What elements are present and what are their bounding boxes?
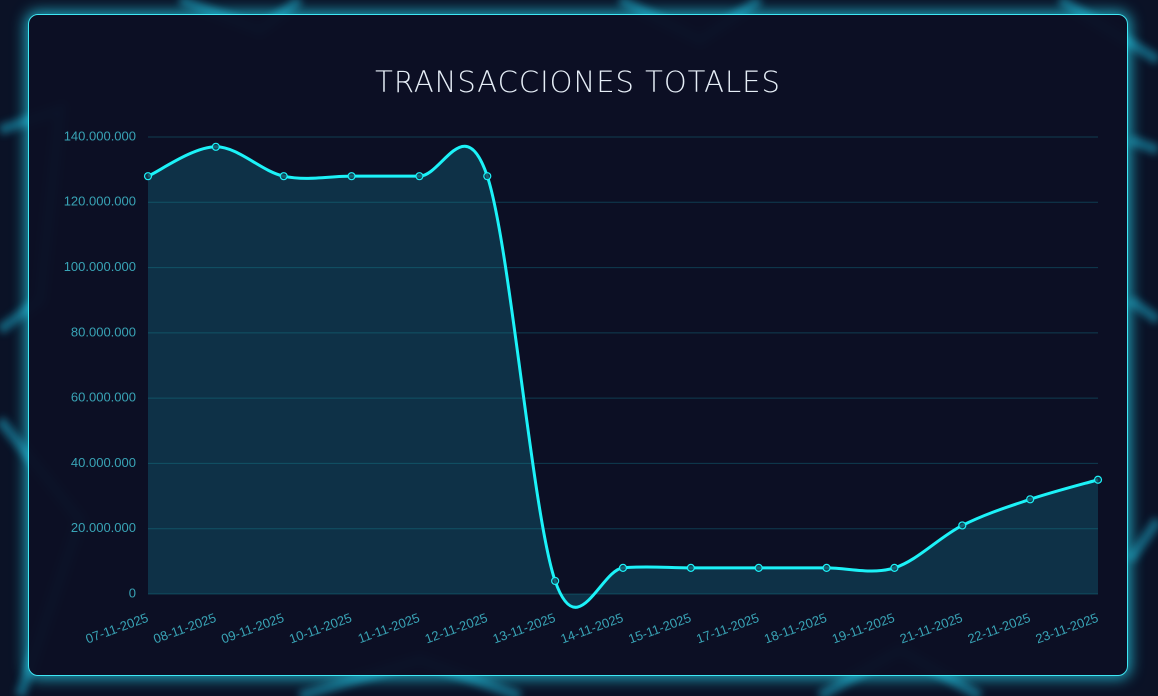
x-tick-label: 08-11-2025 (151, 610, 218, 647)
point (415, 172, 424, 181)
y-tick-label: 0 (129, 585, 136, 600)
x-tick-label: 17-11-2025 (694, 610, 761, 647)
point (279, 172, 288, 181)
chart-title: TRANSACCIONES TOTALES (375, 65, 781, 99)
x-tick-label: 19-11-2025 (830, 610, 897, 647)
x-tick-label: 14-11-2025 (558, 610, 625, 647)
x-tick-label: 18-11-2025 (762, 610, 829, 647)
chart-panel (28, 14, 1128, 676)
y-tick-label: 20.000.000 (71, 520, 136, 535)
point (686, 563, 695, 572)
x-tick-label: 15-11-2025 (626, 610, 693, 647)
x-tick-label: 23-11-2025 (1033, 610, 1100, 647)
point (754, 563, 763, 572)
x-tick-label: 12-11-2025 (423, 610, 490, 647)
point (347, 172, 356, 181)
y-tick-label: 40.000.000 (71, 455, 136, 470)
point (143, 172, 153, 181)
x-tick-label: 21-11-2025 (898, 610, 965, 647)
y-tick-label: 140.000.000 (64, 128, 136, 143)
point (958, 521, 967, 530)
y-tick-label: 120.000.000 (64, 194, 136, 209)
y-tick-label: 80.000.000 (71, 324, 136, 339)
x-tick-label: 09-11-2025 (219, 610, 286, 647)
point (211, 142, 220, 151)
point (1026, 495, 1035, 504)
x-tick-label: 11-11-2025 (356, 610, 422, 646)
y-tick-label: 100.000.000 (64, 259, 136, 274)
point (618, 563, 628, 572)
point (1093, 475, 1103, 484)
point (822, 563, 831, 572)
x-tick-label: 22-11-2025 (966, 610, 1033, 647)
point (890, 563, 899, 572)
area-fill (148, 146, 1098, 608)
x-tick-label: 13-11-2025 (491, 610, 558, 647)
x-tick-label: 07-11-2025 (83, 610, 150, 647)
point (551, 576, 560, 586)
x-tick-label: 10-11-2025 (287, 610, 354, 647)
line (147, 144, 1099, 609)
point (483, 172, 492, 181)
y-tick-label: 60.000.000 (71, 390, 136, 405)
